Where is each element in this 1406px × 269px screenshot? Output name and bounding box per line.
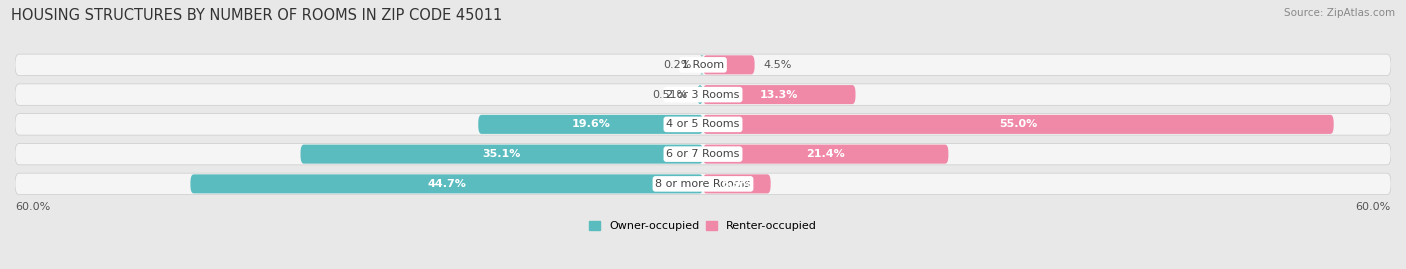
Text: 21.4%: 21.4% xyxy=(806,149,845,159)
FancyBboxPatch shape xyxy=(301,145,703,164)
Text: 55.0%: 55.0% xyxy=(1000,119,1038,129)
Text: 2 or 3 Rooms: 2 or 3 Rooms xyxy=(666,90,740,100)
Text: 13.3%: 13.3% xyxy=(761,90,799,100)
Text: 0.51%: 0.51% xyxy=(652,90,688,100)
FancyBboxPatch shape xyxy=(697,85,703,104)
Text: 35.1%: 35.1% xyxy=(482,149,522,159)
Text: 60.0%: 60.0% xyxy=(1355,202,1391,212)
FancyBboxPatch shape xyxy=(15,143,1391,165)
Text: 6 or 7 Rooms: 6 or 7 Rooms xyxy=(666,149,740,159)
Text: HOUSING STRUCTURES BY NUMBER OF ROOMS IN ZIP CODE 45011: HOUSING STRUCTURES BY NUMBER OF ROOMS IN… xyxy=(11,8,502,23)
FancyBboxPatch shape xyxy=(703,174,770,193)
FancyBboxPatch shape xyxy=(700,55,704,74)
FancyBboxPatch shape xyxy=(15,114,1391,135)
Text: Source: ZipAtlas.com: Source: ZipAtlas.com xyxy=(1284,8,1395,18)
FancyBboxPatch shape xyxy=(478,115,703,134)
FancyBboxPatch shape xyxy=(15,54,1391,76)
Text: 0.2%: 0.2% xyxy=(664,60,692,70)
Text: 60.0%: 60.0% xyxy=(15,202,51,212)
FancyBboxPatch shape xyxy=(703,115,1334,134)
Text: 5.9%: 5.9% xyxy=(721,179,752,189)
Text: 44.7%: 44.7% xyxy=(427,179,467,189)
Legend: Owner-occupied, Renter-occupied: Owner-occupied, Renter-occupied xyxy=(589,221,817,231)
Text: 8 or more Rooms: 8 or more Rooms xyxy=(655,179,751,189)
Text: 1 Room: 1 Room xyxy=(682,60,724,70)
Text: 4.5%: 4.5% xyxy=(763,60,792,70)
FancyBboxPatch shape xyxy=(703,55,755,74)
FancyBboxPatch shape xyxy=(15,84,1391,105)
FancyBboxPatch shape xyxy=(190,174,703,193)
Text: 19.6%: 19.6% xyxy=(571,119,610,129)
FancyBboxPatch shape xyxy=(703,145,949,164)
FancyBboxPatch shape xyxy=(703,85,855,104)
Text: 4 or 5 Rooms: 4 or 5 Rooms xyxy=(666,119,740,129)
FancyBboxPatch shape xyxy=(15,173,1391,194)
